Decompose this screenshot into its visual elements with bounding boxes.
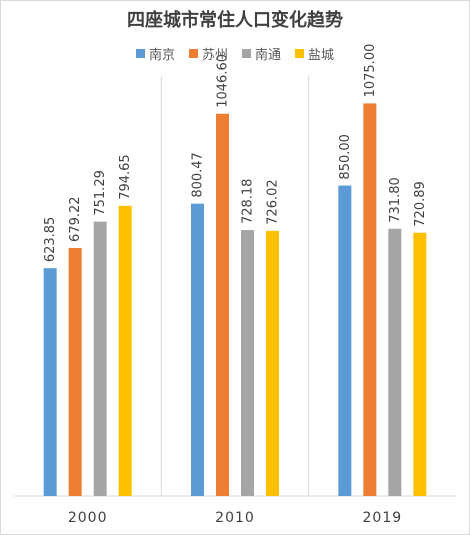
bar-1-0 bbox=[68, 247, 82, 496]
bar-2-2 bbox=[388, 228, 402, 496]
legend-swatch-0 bbox=[135, 49, 145, 58]
legend-item-1: 苏州 bbox=[188, 44, 228, 63]
x-tick-label-1: 2010 bbox=[215, 510, 255, 526]
bar-2-0 bbox=[93, 221, 107, 496]
data-label-0-1: 800.47 bbox=[191, 152, 206, 198]
data-label-0-0: 623.85 bbox=[43, 217, 58, 263]
bar-1-1 bbox=[216, 113, 229, 496]
chart-legend: 南京 苏州 南通 盐城 bbox=[0, 44, 470, 63]
bar-2-1 bbox=[241, 230, 254, 496]
data-label-2-1: 728.18 bbox=[241, 179, 256, 225]
data-label-3-1: 726.02 bbox=[266, 179, 281, 225]
data-label-1-0: 679.22 bbox=[68, 196, 83, 242]
chart-title: 四座城市常住人口变化趋势 bbox=[127, 10, 343, 31]
bar-1-2 bbox=[363, 103, 377, 497]
legend-label-2: 南通 bbox=[255, 48, 282, 63]
legend-item-2: 南通 bbox=[242, 44, 281, 63]
bar-3-2 bbox=[413, 232, 427, 496]
bar-3-0 bbox=[118, 205, 132, 496]
bar-0-0 bbox=[43, 268, 57, 496]
bar-3-1 bbox=[266, 230, 279, 497]
legend-swatch-1 bbox=[188, 49, 198, 58]
data-label-2-2: 731.80 bbox=[388, 177, 403, 223]
x-tick-label-0: 2000 bbox=[68, 510, 108, 526]
legend-label-3: 盐城 bbox=[308, 48, 335, 63]
legend-swatch-2 bbox=[242, 49, 251, 58]
legend-label-0: 南京 bbox=[148, 48, 175, 63]
bar-0-1 bbox=[191, 203, 204, 497]
x-tick-label-2: 2019 bbox=[363, 510, 403, 526]
bar-0-2 bbox=[338, 185, 352, 496]
legend-item-3: 盐城 bbox=[295, 44, 334, 63]
data-label-1-1: 1046.60 bbox=[216, 54, 231, 108]
data-label-3-2: 720.89 bbox=[413, 181, 428, 227]
legend-label-1: 苏州 bbox=[201, 48, 228, 63]
data-label-1-2: 1075.00 bbox=[363, 44, 378, 98]
data-label-2-0: 751.29 bbox=[93, 170, 108, 215]
legend-swatch-3 bbox=[295, 49, 305, 58]
legend-item-0: 南京 bbox=[135, 44, 175, 63]
data-label-3-0: 794.65 bbox=[118, 154, 133, 200]
data-label-0-2: 850.00 bbox=[338, 134, 353, 180]
